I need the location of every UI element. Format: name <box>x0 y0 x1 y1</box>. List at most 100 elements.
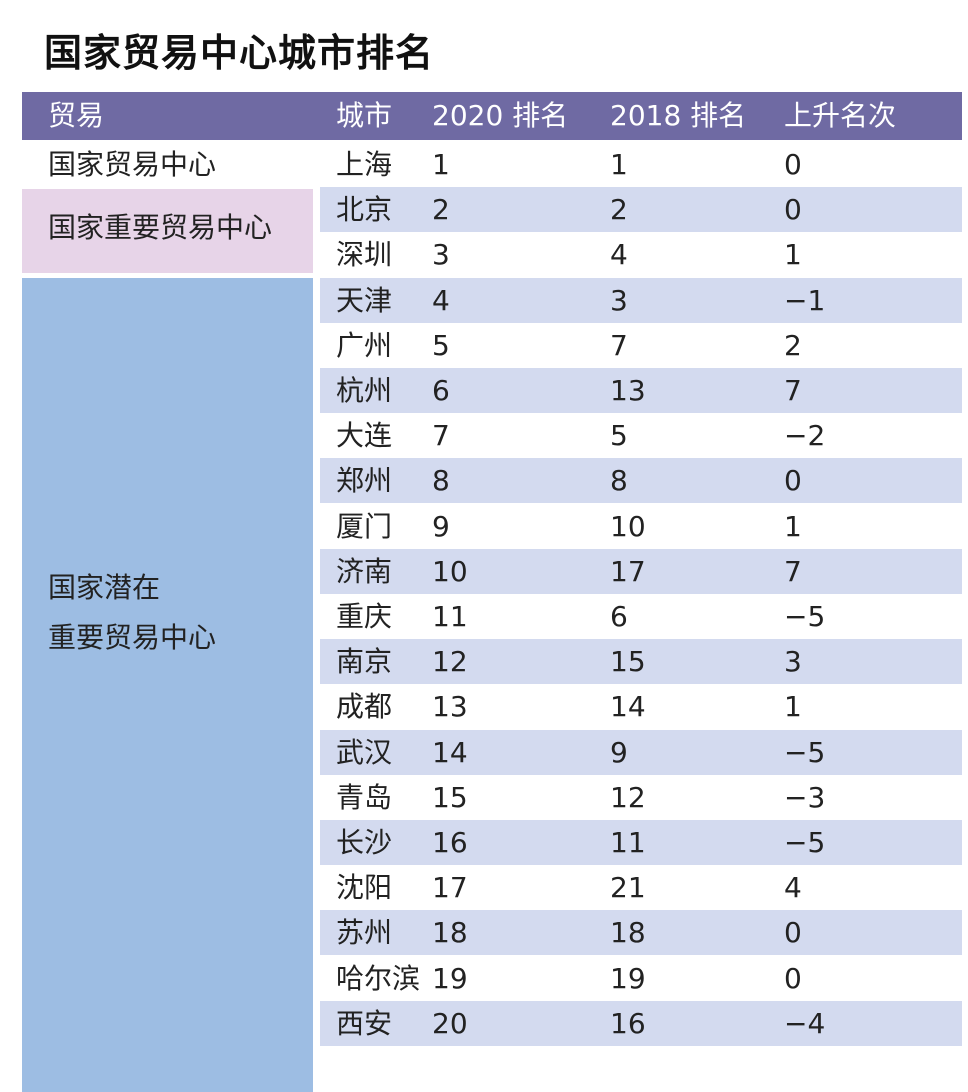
rank-2018-cell: 8 <box>610 464 628 498</box>
header-rank-2020: 2020 排名 <box>432 99 569 132</box>
table-row: 广州 5 7 2 <box>320 323 962 368</box>
category-label-line1: 国家潜在 <box>48 571 161 604</box>
rank-2018-cell: 15 <box>610 645 646 679</box>
rank-2018-cell: 4 <box>610 238 628 272</box>
rank-change-cell: −5 <box>784 600 826 633</box>
rank-2020-cell: 19 <box>432 961 468 995</box>
rank-2018-cell: 17 <box>610 554 646 588</box>
city-cell: 厦门 <box>336 509 393 543</box>
rank-2018-cell: 21 <box>610 871 646 905</box>
table-row: 深圳 3 4 1 <box>320 232 962 277</box>
category-potential-center: 国家潜在 重要贸易中心 <box>22 278 313 1092</box>
city-cell: 郑州 <box>336 464 393 498</box>
rank-change-cell: −5 <box>784 826 826 859</box>
category-national-center: 国家贸易中心 <box>22 142 313 187</box>
rank-2018-cell: 13 <box>610 374 646 407</box>
category-label: 国家贸易中心 <box>48 148 217 181</box>
rank-change-cell: 7 <box>784 554 802 588</box>
city-cell: 哈尔滨 <box>336 961 421 995</box>
table-row: 厦门 9 10 1 <box>320 504 962 549</box>
city-cell: 北京 <box>336 193 393 227</box>
table-row: 济南 10 17 7 <box>320 548 962 594</box>
rank-2020-cell: 9 <box>432 509 450 543</box>
city-cell: 杭州 <box>336 374 393 407</box>
header-city: 城市 <box>336 99 393 132</box>
table-row: 西安 20 16 −4 <box>320 1000 962 1046</box>
rank-change-cell: −3 <box>784 780 826 814</box>
rank-2020-cell: 11 <box>432 600 468 633</box>
rank-change-cell: 0 <box>784 193 802 227</box>
rank-2020-cell: 6 <box>432 374 450 407</box>
rank-change-cell: 4 <box>784 871 802 905</box>
rank-2018-cell: 18 <box>610 916 646 950</box>
table-row: 苏州 18 18 0 <box>320 910 962 956</box>
rank-2018-cell: 19 <box>610 961 646 995</box>
rank-2020-cell: 20 <box>432 1006 468 1040</box>
table-row: 北京 2 2 0 <box>320 187 962 233</box>
rank-2018-cell: 10 <box>610 509 646 543</box>
header-rank-2018: 2018 排名 <box>610 99 747 132</box>
city-cell: 重庆 <box>336 600 393 633</box>
city-cell: 西安 <box>336 1006 393 1040</box>
city-cell: 武汉 <box>336 735 393 769</box>
rank-2020-cell: 16 <box>432 826 468 859</box>
rank-2018-cell: 3 <box>610 283 628 317</box>
rank-2020-cell: 18 <box>432 916 468 950</box>
city-cell: 青岛 <box>336 780 393 814</box>
table-header: 贸易 城市 2020 排名 2018 排名 上升名次 <box>22 92 962 140</box>
rank-change-cell: 0 <box>784 961 802 995</box>
category-label-line2: 重要贸易中心 <box>48 621 217 654</box>
category-label: 国家重要贸易中心 <box>48 211 273 244</box>
city-cell: 上海 <box>336 148 393 181</box>
table-row: 重庆 11 6 −5 <box>320 594 962 639</box>
city-cell: 沈阳 <box>336 871 393 905</box>
rank-change-cell: 0 <box>784 148 802 181</box>
city-cell: 长沙 <box>336 826 393 859</box>
rank-change-cell: 2 <box>784 328 802 362</box>
rank-change-cell: 7 <box>784 374 802 407</box>
rank-change-cell: −4 <box>784 1006 826 1040</box>
rank-2018-cell: 2 <box>610 193 628 227</box>
city-cell: 广州 <box>336 328 393 362</box>
rank-2018-cell: 14 <box>610 690 646 724</box>
rank-2020-cell: 10 <box>432 554 468 588</box>
table-row: 哈尔滨 19 19 0 <box>320 956 962 1001</box>
rank-2020-cell: 12 <box>432 645 468 679</box>
rank-2020-cell: 1 <box>432 148 450 181</box>
table-row: 杭州 6 13 7 <box>320 368 962 413</box>
table-row: 武汉 14 9 −5 <box>320 729 962 775</box>
rank-2020-cell: 14 <box>432 735 468 769</box>
rank-change-cell: 1 <box>784 690 802 724</box>
city-cell: 苏州 <box>336 916 393 950</box>
rank-2018-cell: 11 <box>610 826 646 859</box>
page-title: 国家贸易中心城市排名 <box>44 31 435 75</box>
rank-change-cell: 1 <box>784 238 802 272</box>
rank-change-cell: −2 <box>784 419 826 453</box>
rank-2020-cell: 13 <box>432 690 468 724</box>
city-cell: 南京 <box>336 645 393 679</box>
rank-2018-cell: 9 <box>610 735 628 769</box>
rank-2018-cell: 1 <box>610 148 628 181</box>
table-row: 长沙 16 11 −5 <box>320 820 962 865</box>
table-row: 南京 12 15 3 <box>320 639 962 685</box>
city-cell: 深圳 <box>336 238 393 272</box>
rank-2018-cell: 16 <box>610 1006 646 1040</box>
table-row: 上海 1 1 0 <box>320 142 962 187</box>
rank-2020-cell: 5 <box>432 328 450 362</box>
rank-2020-cell: 2 <box>432 193 450 227</box>
rank-2020-cell: 4 <box>432 283 450 317</box>
rank-2018-cell: 5 <box>610 419 628 453</box>
city-cell: 天津 <box>336 283 393 317</box>
rank-2020-cell: 15 <box>432 780 468 814</box>
rank-change-cell: 0 <box>784 916 802 950</box>
rank-2020-cell: 3 <box>432 238 450 272</box>
table-row: 郑州 8 8 0 <box>320 458 962 504</box>
rank-change-cell: 0 <box>784 464 802 498</box>
table-row: 天津 4 3 −1 <box>320 277 962 323</box>
header-trade: 贸易 <box>48 99 105 132</box>
city-cell: 成都 <box>336 690 393 724</box>
rank-change-cell: −5 <box>784 735 826 769</box>
rank-2020-cell: 7 <box>432 419 450 453</box>
table-row: 青岛 15 12 −3 <box>320 775 962 820</box>
rank-change-cell: 3 <box>784 645 802 679</box>
